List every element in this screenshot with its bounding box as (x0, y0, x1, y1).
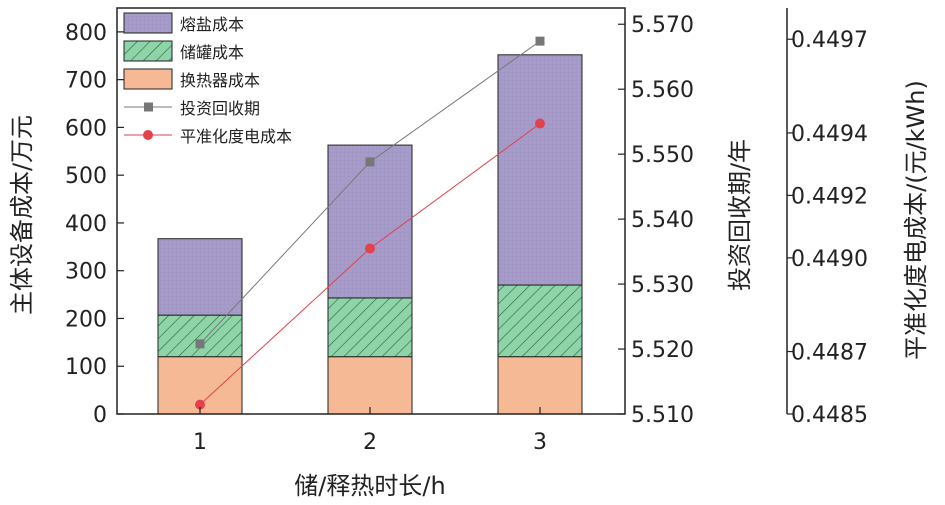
bar-2-2 (497, 54, 583, 286)
y3-tick-label-3: 0.4492 (791, 184, 868, 209)
legend-marker-3 (144, 102, 153, 112)
legend-label-1: 储罐成本 (180, 43, 244, 62)
plot-frame (116, 7, 626, 415)
legend-label-3: 投资回收期 (180, 99, 260, 118)
point-4-0 (195, 399, 205, 410)
y3-tick-label-4: 0.4494 (791, 122, 868, 147)
y2-tick-label-4: 5.550 (631, 143, 694, 168)
y-tick-label-0: 0 (93, 403, 107, 428)
legend-label-4: 平准化度电成本 (180, 127, 292, 146)
y2-tick-label-3: 5.540 (631, 208, 694, 233)
legend-label-0: 熔盐成本 (180, 15, 244, 34)
y-tick-label-3: 300 (65, 260, 107, 285)
y2-tick-label-1: 5.520 (631, 338, 694, 363)
y-axis-title: 主体设备成本/万元 (8, 115, 36, 315)
bar-0-1 (327, 356, 413, 415)
y3-tick-label-5: 0.4497 (791, 28, 868, 53)
y-tick-label-5: 500 (65, 164, 107, 189)
y-tick-label-7: 700 (65, 69, 107, 94)
point-3-1 (365, 157, 375, 167)
legend-swatch-1 (123, 40, 173, 62)
y3-tick-label-0: 0.4485 (791, 403, 868, 428)
y2-tick-label-0: 5.510 (631, 403, 694, 428)
bar-1-2 (497, 284, 583, 358)
y2-tick-label-6: 5.570 (631, 13, 694, 38)
point-3-2 (535, 36, 545, 46)
x-tick-label-0: 1 (193, 430, 207, 455)
y-tick-label-2: 200 (65, 307, 107, 332)
y-tick-label-4: 400 (65, 212, 107, 237)
y3-axis-title: 平准化度电成本/(元/kWh) (902, 80, 930, 360)
x-tick-label-1: 2 (363, 430, 377, 455)
bar-0-2 (497, 356, 583, 415)
bar-2-1 (327, 144, 413, 299)
legend-marker-4 (143, 130, 153, 140)
bar-1-0 (157, 314, 243, 358)
y-tick-label-8: 800 (65, 21, 107, 46)
point-3-0 (195, 339, 205, 349)
bar-2-0 (157, 238, 243, 316)
legend-label-2: 换热器成本 (180, 71, 260, 90)
y3-tick-label-2: 0.4490 (791, 247, 868, 272)
point-4-2 (535, 118, 545, 129)
y2-tick-label-5: 5.560 (631, 78, 694, 103)
y-tick-label-1: 100 (65, 355, 107, 380)
y2-tick-label-2: 5.530 (631, 273, 694, 298)
y-tick-label-6: 600 (65, 116, 107, 141)
legend-swatch-0 (123, 12, 173, 34)
bar-1-1 (327, 297, 413, 358)
legend-swatch-2 (123, 68, 173, 90)
x-axis-title: 储/释热时长/h (294, 472, 445, 500)
point-4-1 (365, 243, 375, 254)
y3-tick-label-1: 0.4487 (791, 341, 868, 366)
y2-axis-title: 投资回收期/年 (726, 139, 754, 291)
x-tick-label-2: 3 (533, 430, 547, 455)
